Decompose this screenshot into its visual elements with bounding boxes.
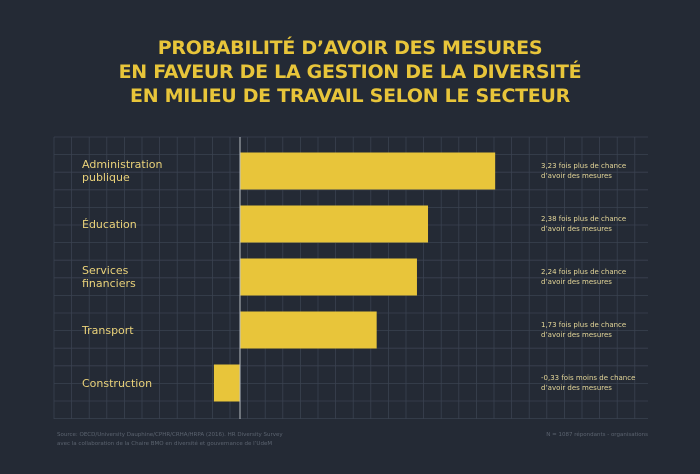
- sample-size-note: N = 1087 répondants - organisations: [546, 432, 648, 438]
- bar: [240, 311, 377, 349]
- chart-title: PROBABILITÉ D’AVOIR DES MESURES EN FAVEU…: [0, 36, 700, 108]
- chart-bars: [213, 152, 496, 402]
- bar-annotation: 1,73 fois plus de chance d’avoir des mes…: [541, 321, 627, 339]
- bar-annotation: 3,23 fois plus de chance d’avoir des mes…: [541, 162, 627, 180]
- bar-annotation: 2,24 fois plus de chance d’avoir des mes…: [541, 268, 627, 286]
- bar: [240, 258, 417, 296]
- bar: [240, 205, 429, 243]
- bar: [213, 364, 240, 402]
- category-label: Transport: [82, 323, 134, 337]
- category-label: Éducation: [82, 217, 137, 231]
- source-note: Source: OECD/University Dauphine/CPHR/CR…: [57, 432, 283, 447]
- category-label: Administration publique: [82, 158, 163, 184]
- bar-annotation: -0,33 fois moins de chance d’avoir des m…: [541, 374, 636, 392]
- chart-title-line-2: EN FAVEUR DE LA GESTION DE LA DIVERSITÉ: [118, 61, 582, 83]
- category-label: Construction: [82, 376, 153, 390]
- category-label: Services financiers: [82, 264, 136, 290]
- bar: [240, 152, 496, 190]
- bar-annotation: 2,38 fois plus de chance d’avoir des mes…: [541, 215, 627, 233]
- chart-title-line-1: PROBABILITÉ D’AVOIR DES MESURES: [157, 37, 543, 59]
- chart-title-line-3: EN MILIEU DE TRAVAIL SELON LE SECTEUR: [130, 85, 570, 107]
